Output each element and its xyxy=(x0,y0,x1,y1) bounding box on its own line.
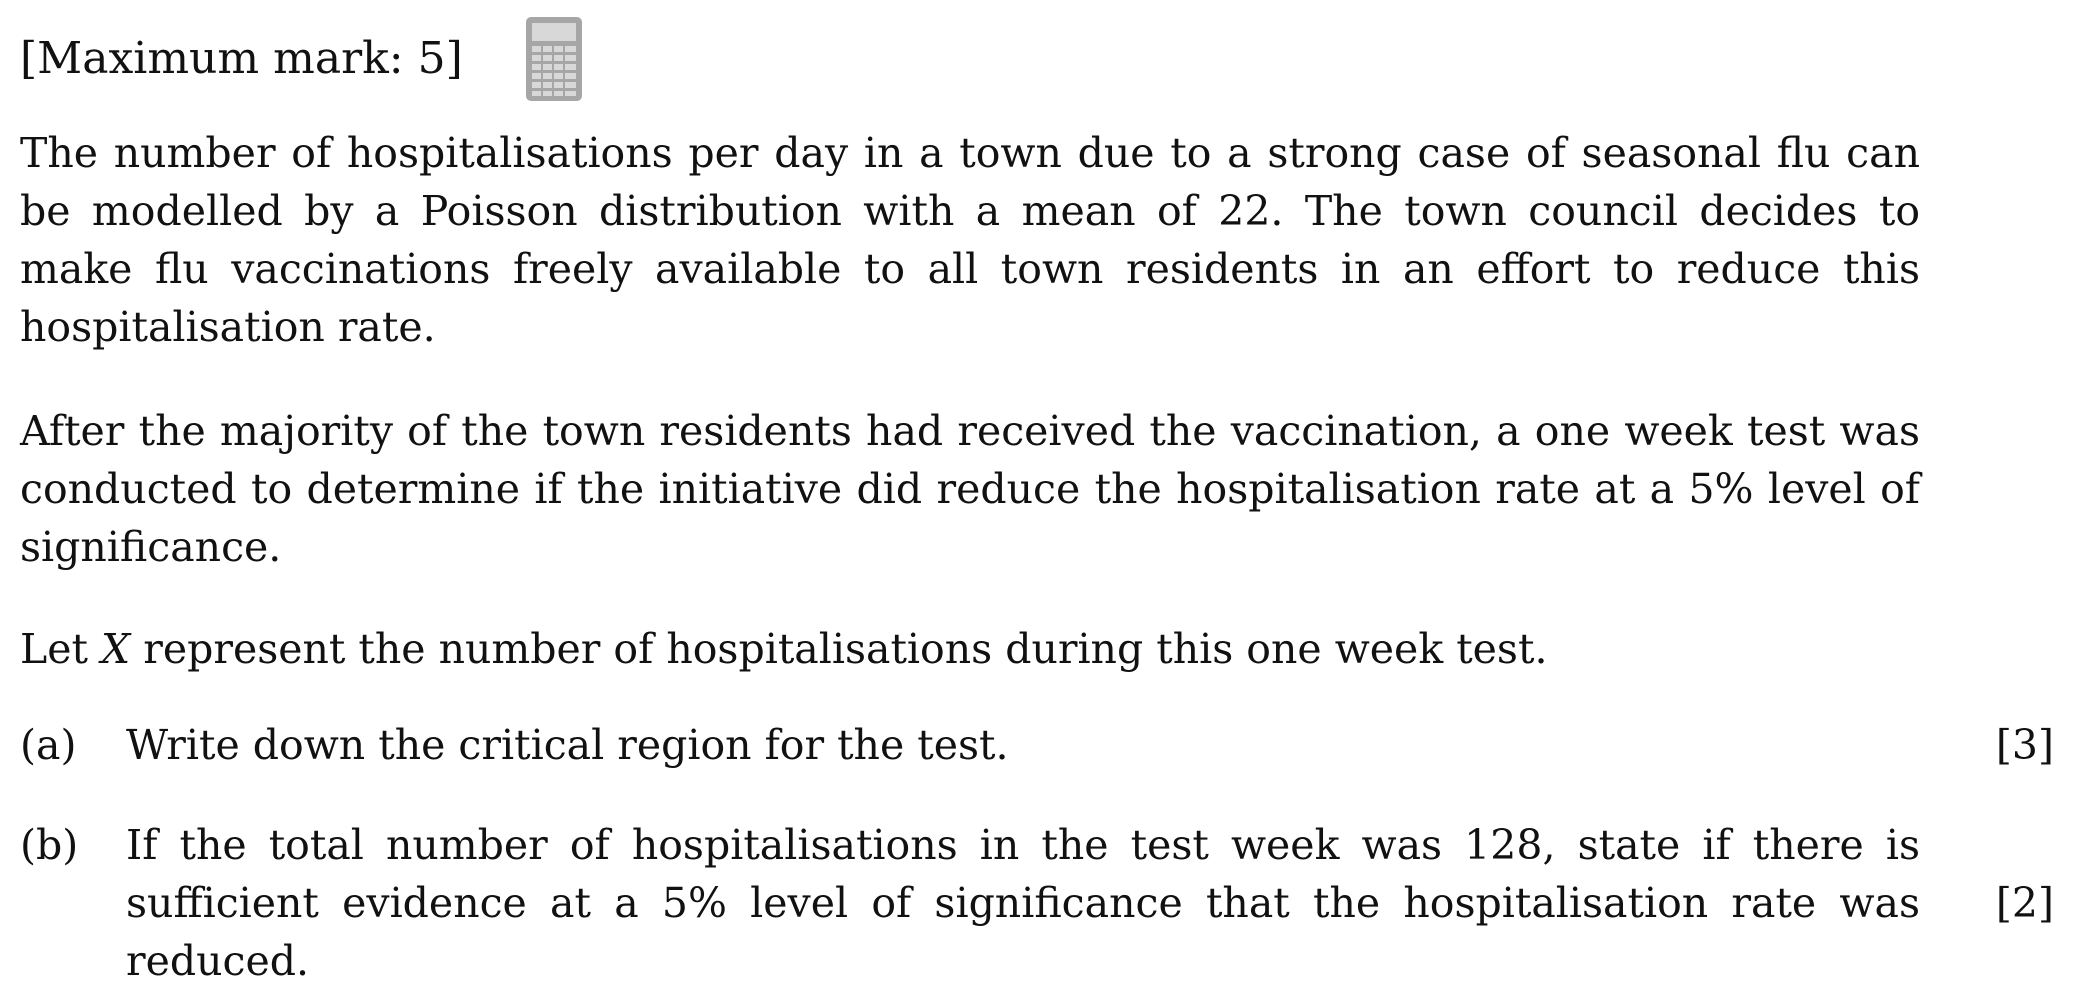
question-marks: [2] xyxy=(1995,879,2054,927)
intro-paragraph: The number of hospitalisations per day i… xyxy=(20,129,1920,351)
maximum-mark: [Maximum mark: 5] xyxy=(20,33,463,84)
calculator-icon xyxy=(525,16,583,102)
question-label: (b) xyxy=(20,821,79,869)
question-text: Write down the critical region for the t… xyxy=(126,721,1009,769)
question-part-b: (b) If the total number of hospitalisati… xyxy=(20,816,2060,985)
question-label: (a) xyxy=(20,721,77,769)
variable-definition-prefix: Let xyxy=(20,625,101,673)
question-text: If the total number of hospitalisations … xyxy=(126,821,1920,985)
variable-definition-suffix: represent the number of hospitalisations… xyxy=(130,625,1548,673)
question-marks: [3] xyxy=(1995,721,2054,769)
test-description-paragraph: After the majority of the town residents… xyxy=(20,407,1920,571)
question-header: [Maximum mark: 5] xyxy=(20,14,583,104)
random-variable-x: X xyxy=(101,625,131,673)
question-part-a: (a) Write down the critical region for t… xyxy=(20,716,2060,774)
variable-definition-paragraph: Let X represent the number of hospitalis… xyxy=(20,620,1920,678)
